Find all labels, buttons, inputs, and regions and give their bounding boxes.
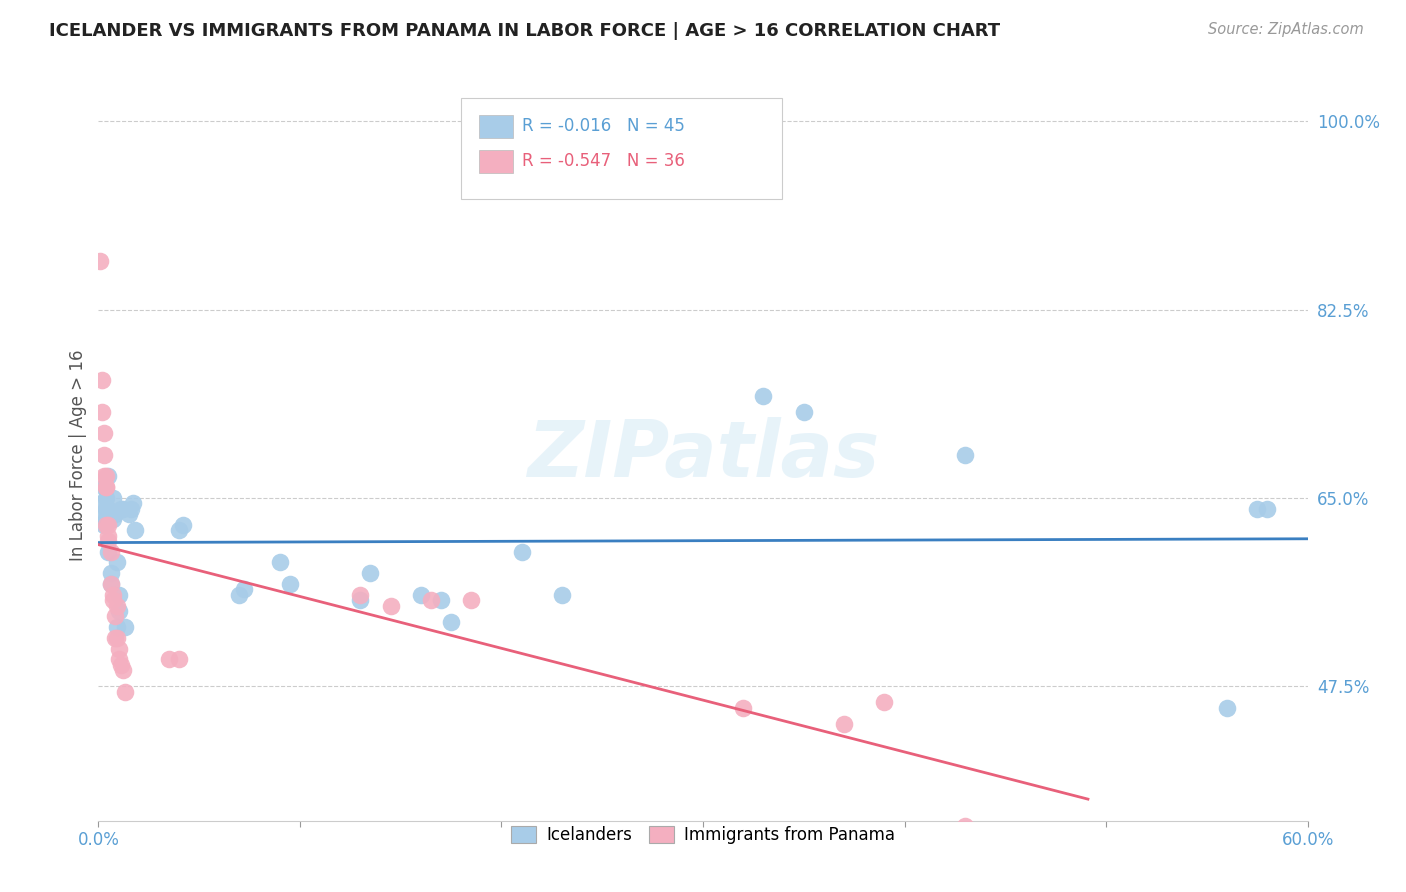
Point: [232, 582, 254, 597]
Point: [873, 695, 896, 709]
Point: [96, 480, 118, 494]
Point: [96, 512, 118, 526]
Point: [440, 615, 463, 629]
Point: [360, 566, 382, 581]
Point: [121, 496, 143, 510]
Point: [832, 716, 855, 731]
Point: [103, 507, 125, 521]
Point: [733, 700, 755, 714]
Point: [100, 545, 122, 559]
Point: [380, 599, 402, 613]
Point: [510, 545, 533, 559]
Point: [111, 663, 134, 677]
Point: [97, 545, 120, 559]
Point: [91, 373, 114, 387]
Point: [96, 480, 118, 494]
FancyBboxPatch shape: [461, 98, 782, 199]
Point: [100, 566, 122, 581]
Text: ZIPatlas: ZIPatlas: [527, 417, 879, 493]
Point: [110, 501, 132, 516]
Point: [110, 657, 132, 672]
Point: [107, 588, 129, 602]
Point: [114, 684, 136, 698]
Point: [103, 631, 125, 645]
Point: [97, 469, 120, 483]
FancyBboxPatch shape: [479, 115, 513, 138]
Point: [409, 588, 432, 602]
Point: [96, 517, 118, 532]
Point: [1216, 700, 1239, 714]
Point: [93, 517, 115, 532]
Point: [93, 480, 115, 494]
Point: [1246, 501, 1268, 516]
Text: R = -0.016   N = 45: R = -0.016 N = 45: [522, 117, 685, 135]
Point: [114, 620, 136, 634]
Point: [91, 405, 114, 419]
Point: [96, 491, 118, 505]
Point: [1256, 501, 1278, 516]
Point: [107, 641, 129, 656]
Point: [124, 523, 146, 537]
Point: [953, 448, 976, 462]
Point: [157, 652, 180, 666]
Point: [120, 501, 142, 516]
Text: Source: ZipAtlas.com: Source: ZipAtlas.com: [1208, 22, 1364, 37]
Point: [97, 533, 120, 548]
Point: [97, 517, 120, 532]
Point: [96, 469, 118, 483]
Point: [111, 501, 134, 516]
FancyBboxPatch shape: [479, 150, 513, 173]
Point: [101, 593, 124, 607]
Y-axis label: In Labor Force | Age > 16: In Labor Force | Age > 16: [69, 349, 87, 561]
Point: [97, 501, 120, 516]
Point: [269, 556, 291, 570]
Point: [101, 588, 124, 602]
Point: [167, 652, 190, 666]
Point: [100, 577, 122, 591]
Point: [91, 507, 114, 521]
Point: [100, 577, 122, 591]
Point: [460, 593, 482, 607]
Point: [172, 517, 194, 532]
Point: [228, 588, 250, 602]
Point: [349, 593, 371, 607]
Point: [105, 599, 128, 613]
Point: [91, 496, 114, 510]
Point: [752, 389, 775, 403]
Point: [167, 523, 190, 537]
Point: [103, 609, 125, 624]
Point: [349, 588, 371, 602]
Point: [105, 631, 128, 645]
Point: [101, 491, 124, 505]
Point: [96, 501, 118, 516]
Point: [420, 593, 443, 607]
Point: [101, 512, 124, 526]
Point: [107, 604, 129, 618]
Point: [93, 448, 115, 462]
Point: [953, 819, 976, 833]
Text: R = -0.547   N = 36: R = -0.547 N = 36: [522, 152, 685, 169]
Point: [430, 593, 453, 607]
Legend: Icelanders, Immigrants from Panama: Icelanders, Immigrants from Panama: [503, 818, 903, 853]
Point: [793, 405, 815, 419]
Point: [107, 652, 129, 666]
Point: [105, 556, 128, 570]
Point: [89, 254, 111, 268]
Point: [118, 507, 141, 521]
Point: [97, 528, 120, 542]
Point: [93, 426, 115, 441]
Point: [105, 620, 128, 634]
Point: [93, 469, 115, 483]
Point: [551, 588, 574, 602]
Text: ICELANDER VS IMMIGRANTS FROM PANAMA IN LABOR FORCE | AGE > 16 CORRELATION CHART: ICELANDER VS IMMIGRANTS FROM PANAMA IN L…: [49, 22, 1000, 40]
Point: [278, 577, 301, 591]
